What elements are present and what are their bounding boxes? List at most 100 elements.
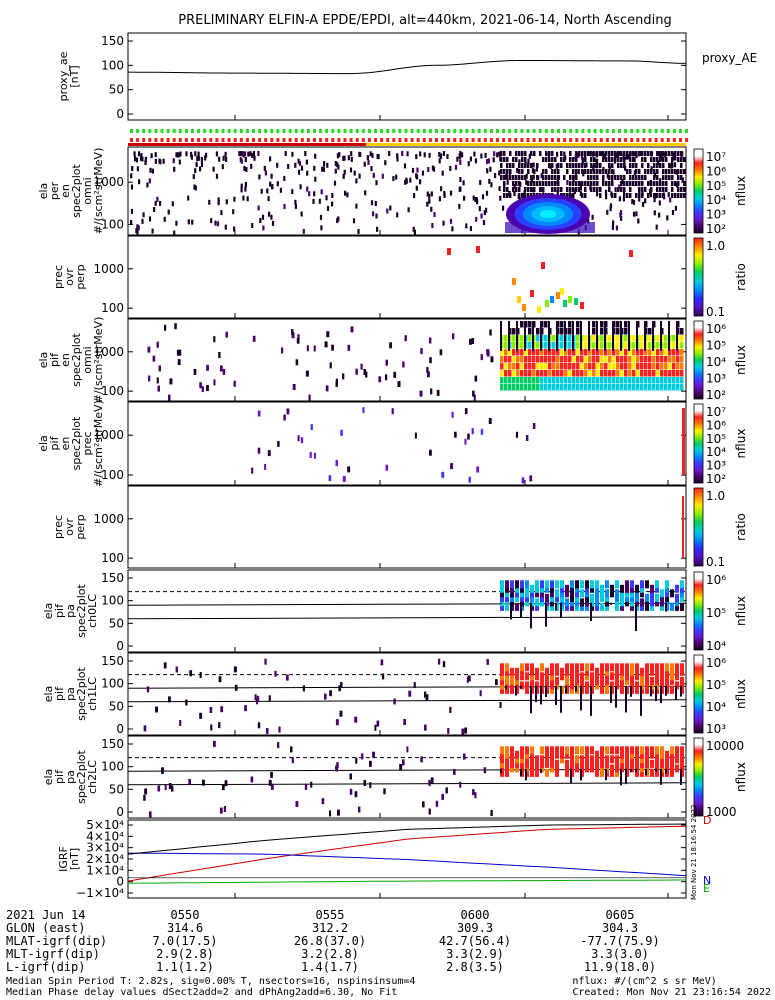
spectrogram-pixel <box>608 181 611 186</box>
spectrogram-pixel <box>564 321 566 351</box>
spectrogram-pixel <box>540 363 544 370</box>
spectrogram-pixel <box>592 321 596 328</box>
pa-pixel <box>550 750 554 759</box>
spectrogram-pixel <box>269 156 272 162</box>
spectrogram-pixel <box>676 349 680 356</box>
spectrogram-pixel <box>659 178 662 184</box>
spectrogram-pixel <box>276 162 279 168</box>
spectrogram-pixel <box>540 377 544 384</box>
pa-pixel <box>655 746 659 755</box>
spectrogram-pixel <box>551 175 554 180</box>
spectrogram-pixel <box>168 394 171 401</box>
spectrogram-pixel <box>498 151 501 157</box>
pa-pixel <box>525 685 529 694</box>
spectrogram-pixel <box>620 384 624 391</box>
spectrogram-pixel <box>144 788 148 795</box>
spectrogram-pixel <box>620 163 623 168</box>
spectrogram-pixel <box>564 349 568 356</box>
spectrogram-pixel <box>606 173 609 179</box>
indicator-green-square <box>532 129 536 133</box>
spectrogram-pixel <box>509 163 512 168</box>
spectrogram-pixel <box>576 349 580 356</box>
spectrogram-pixel <box>217 197 220 203</box>
pa-pixel <box>640 598 644 607</box>
spectrogram-pixel <box>277 440 280 447</box>
pa-pixel <box>625 580 629 589</box>
spectrogram-pixel <box>569 187 572 192</box>
spectrogram-pixel <box>243 151 247 157</box>
spectrogram-pixel <box>358 806 361 813</box>
spectrogram-pixel <box>675 169 678 175</box>
spectrogram-pixel <box>194 185 197 191</box>
spectrogram-pixel <box>648 363 652 370</box>
spectrogram-pixel <box>326 162 329 168</box>
indicator-green-square <box>502 129 506 133</box>
pa-pixel <box>675 672 679 681</box>
pa-pixel <box>670 676 674 685</box>
pa-pixel <box>515 584 519 593</box>
spectrogram-pixel <box>572 193 575 198</box>
spectrogram-pixel <box>647 181 650 186</box>
y-axis-label-line: pif <box>53 686 66 701</box>
spectrogram-pixel <box>533 169 536 174</box>
spectrogram-pixel <box>593 151 596 156</box>
spectrogram-pixel <box>518 151 521 156</box>
pa-pixel <box>665 580 669 589</box>
indicator-red-square <box>441 138 445 142</box>
spectrogram-pixel <box>648 349 652 356</box>
spectrogram-pixel <box>136 166 139 172</box>
spectrogram-pixel <box>638 187 641 192</box>
pa-pixel <box>520 589 524 598</box>
spectrogram-pixel <box>569 193 572 198</box>
spectrogram-pixel <box>672 335 676 342</box>
colorbar <box>693 148 704 234</box>
spectrogram-pixel <box>576 321 580 328</box>
solid-threshold-line <box>127 782 687 786</box>
spectrogram-pixel <box>469 338 472 345</box>
spectrogram-pixel <box>392 176 395 182</box>
spectrogram-pixel <box>244 186 247 192</box>
spectrogram-pixel <box>615 225 618 231</box>
colorbar-tick-label: 10⁶ <box>706 164 726 178</box>
spectrogram-pixel <box>611 175 614 180</box>
spectrogram-pixel <box>503 184 506 190</box>
spectrogram-pixel <box>572 349 576 356</box>
spectrogram-pixel <box>342 173 345 179</box>
spectrogram-pixel <box>530 187 533 192</box>
pa-pixel <box>530 764 534 773</box>
indicator-red-square <box>630 138 634 142</box>
spectrogram-pixel <box>525 179 528 185</box>
y-axis-label-line: ela <box>42 603 55 620</box>
pa-pixel <box>605 764 609 773</box>
pa-pixel <box>575 681 579 690</box>
pa-pixel <box>520 672 524 681</box>
pa-pixel <box>500 768 502 774</box>
spectrogram-pixel <box>648 342 652 349</box>
pa-pixel <box>590 663 594 672</box>
spectrogram-pixel <box>590 163 593 168</box>
y-axis-label-line: ela <box>37 352 50 369</box>
spectrogram-pixel <box>544 328 548 335</box>
pa-pixel <box>580 755 584 764</box>
spectrogram-pixel <box>490 810 493 816</box>
colorbar <box>693 737 704 817</box>
spectrogram-pixel <box>680 169 683 174</box>
spectrogram-pixel <box>449 706 452 713</box>
spectrogram-pixel <box>249 151 252 157</box>
spectrogram-pixel <box>606 209 609 215</box>
spectrogram-pixel <box>572 356 576 363</box>
spectrogram-pixel <box>254 694 257 701</box>
pa-pixel <box>510 672 514 681</box>
pa-pixel <box>630 672 634 681</box>
spectrogram-pixel <box>305 370 309 377</box>
spectrogram-pixel <box>614 193 617 198</box>
spectrogram-pixel <box>342 475 346 482</box>
spectrogram-pixel <box>612 356 616 363</box>
y-tick-label: 4×10⁴ <box>86 829 124 843</box>
pa-pixel <box>615 746 619 755</box>
spectrogram-pixel <box>220 706 224 713</box>
pa-pixel <box>545 676 549 685</box>
pa-pixel <box>515 685 517 696</box>
pa-pixel <box>640 681 644 690</box>
spectrogram-pixel <box>426 367 429 373</box>
